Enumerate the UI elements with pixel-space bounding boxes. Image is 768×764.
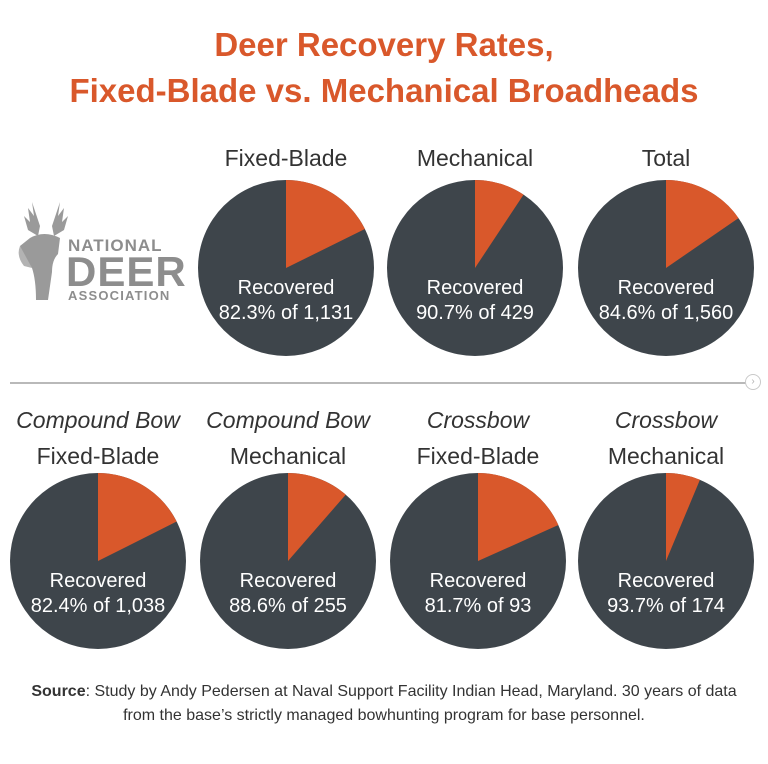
deer-head-icon [18,202,68,300]
source-text: : Study by Andy Pedersen at Naval Suppor… [85,683,737,724]
pie-title-line-1: Mechanical [417,145,533,171]
pie-slice-not-recovered [666,473,700,561]
pie-title-line-1: Fixed-Blade [225,145,348,171]
pie-slice-not-recovered [475,180,524,268]
data-label-recovered: Recovered [427,277,524,299]
pie-slice-not-recovered [98,473,177,561]
data-label-recovered: Recovered [50,570,147,592]
pie-chart-6: Crossbow Fixed-Blade Recovered 81.7% of 93 [390,407,566,649]
pie-title-line-1: Compound Bow [206,407,371,433]
data-label-detail: 93.7% of 174 [607,595,725,617]
source-note: Source: Study by Andy Pedersen at Naval … [20,680,748,728]
pie-chart-4: Compound Bow Fixed-Blade Recovered 82.4% of… [10,407,186,649]
section-divider [10,382,750,384]
pie-slice-not-recovered [478,473,559,561]
data-label-detail: 81.7% of 93 [425,595,532,617]
nda-logo: NATIONAL DEER ASSOCIATION [14,196,187,306]
logo-association: ASSOCIATION [68,288,171,303]
source-prefix: Source [31,683,86,700]
chart-title-line-2: Fixed-Blade vs. Mechanical Broadheads [69,72,699,109]
pie-chart-2: Mechanical Recovered 90.7% of 429 [387,145,563,356]
data-label-detail: 82.3% of 1,131 [219,302,354,324]
pie-slice-not-recovered [288,473,346,561]
data-label-recovered: Recovered [430,570,527,592]
pie-title-line-1: Compound Bow [16,407,181,433]
pie-title-line-2: Mechanical [608,443,724,469]
data-label-detail: 82.4% of 1,038 [31,595,166,617]
data-label-detail: 84.6% of 1,560 [599,302,734,324]
pie-slice-not-recovered [666,180,739,268]
pie-title-line-1: Crossbow [615,407,719,433]
data-label-detail: 90.7% of 429 [416,302,534,324]
chart-title-line-1: Deer Recovery Rates, [214,26,554,63]
data-label-recovered: Recovered [238,277,335,299]
logo-deer: DEER [66,248,187,295]
next-arrow-icon[interactable]: › [745,374,761,390]
data-label-recovered: Recovered [618,277,715,299]
pie-charts: Fixed-Blade Recovered 82.3% of 1,131 Mechan… [10,145,754,649]
pie-title-line-2: Fixed-Blade [37,443,160,469]
pie-chart-7: Crossbow Mechanical Recovered 93.7% of 174 [578,407,754,649]
pie-title-line-2: Fixed-Blade [417,443,540,469]
data-label-detail: 88.6% of 255 [229,595,347,617]
data-label-recovered: Recovered [618,570,715,592]
pie-title-line-1: Total [642,145,691,171]
pie-slice-not-recovered [286,180,365,268]
pie-title-line-2: Mechanical [230,443,346,469]
pie-chart-5: Compound Bow Mechanical Recovered 88.6% of … [200,407,376,649]
pie-chart-1: Fixed-Blade Recovered 82.3% of 1,131 [198,145,374,356]
pie-chart-3: Total Recovered 84.6% of 1,560 [578,145,754,356]
pie-title-line-1: Crossbow [427,407,531,433]
data-label-recovered: Recovered [240,570,337,592]
logo-national: NATIONAL [68,236,163,255]
chart-title: Deer Recovery Rates, Fixed-Blade vs. Mec… [0,22,768,114]
